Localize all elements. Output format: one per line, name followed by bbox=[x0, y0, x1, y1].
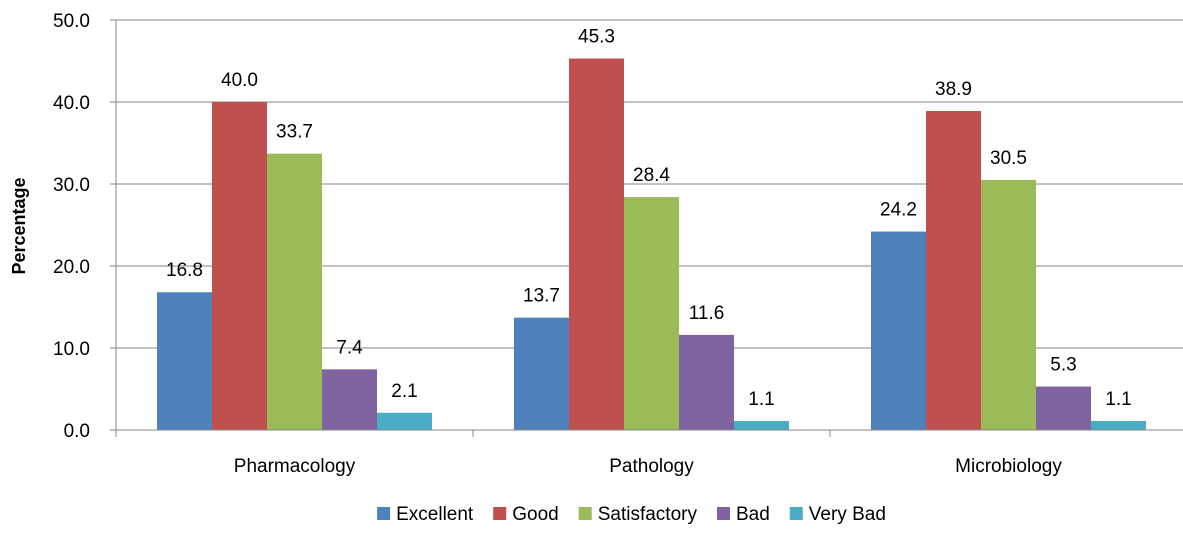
bar-very-bad bbox=[734, 420, 789, 430]
bar-good bbox=[569, 58, 624, 430]
bar-good bbox=[926, 111, 981, 431]
data-label: 11.6 bbox=[689, 303, 725, 324]
bars bbox=[157, 58, 1146, 431]
bar-excellent bbox=[514, 317, 569, 430]
bar-satisfactory bbox=[267, 153, 322, 430]
y-tick-label: 10.0 bbox=[53, 339, 90, 360]
data-label: 33.7 bbox=[276, 122, 313, 143]
data-label: 13.7 bbox=[523, 286, 560, 307]
bar-bad bbox=[1036, 386, 1091, 430]
legend-swatch-excellent bbox=[377, 507, 391, 520]
data-label: 24.2 bbox=[880, 200, 917, 221]
legend-swatch-very-bad bbox=[789, 507, 803, 520]
legend: Excellent Good Satisfactory Bad Very Bad bbox=[377, 504, 886, 525]
bar-satisfactory bbox=[624, 197, 679, 430]
y-tick-label: 50.0 bbox=[53, 11, 90, 32]
bar-good bbox=[212, 102, 267, 430]
data-label: 45.3 bbox=[578, 27, 615, 48]
bar-very-bad bbox=[377, 412, 432, 430]
legend-swatch-bad bbox=[716, 507, 730, 520]
legend-label-good: Good bbox=[512, 504, 558, 525]
y-tick-label: 40.0 bbox=[53, 93, 90, 114]
data-label: 40.0 bbox=[221, 70, 258, 91]
y-axis-ticks: 0.0 10.0 20.0 30.0 40.0 50.0 bbox=[53, 11, 90, 442]
legend-swatch-good bbox=[493, 507, 507, 520]
x-category-label: Pathology bbox=[609, 456, 694, 477]
y-tick-label: 0.0 bbox=[64, 421, 90, 442]
data-label: 5.3 bbox=[1050, 355, 1076, 376]
data-labels: 16.8 40.0 33.7 7.4 2.1 13.7 45.3 28.4 11.6 1.1 24.… bbox=[166, 27, 1132, 410]
bar-excellent bbox=[157, 292, 212, 430]
y-tick-label: 30.0 bbox=[53, 175, 90, 196]
data-label: 38.9 bbox=[935, 79, 972, 100]
y-tick-label: 20.0 bbox=[53, 257, 90, 278]
legend-label-very-bad: Very Bad bbox=[809, 504, 886, 525]
data-label: 30.5 bbox=[990, 148, 1027, 169]
x-category-label: Microbiology bbox=[955, 456, 1062, 477]
y-axis-title: Percentage bbox=[9, 177, 29, 274]
legend-swatch-satisfactory bbox=[578, 507, 592, 520]
axes bbox=[110, 19, 1183, 437]
x-axis-categories: Pharmacology Pathology Microbiology bbox=[234, 456, 1063, 477]
bar-excellent bbox=[871, 231, 926, 430]
bar-bad bbox=[322, 369, 377, 430]
x-category-label: Pharmacology bbox=[234, 456, 356, 477]
data-label: 7.4 bbox=[336, 337, 363, 358]
data-label: 2.1 bbox=[391, 381, 417, 402]
legend-label-bad: Bad bbox=[736, 504, 770, 525]
data-label: 1.1 bbox=[1105, 389, 1131, 410]
data-label: 16.8 bbox=[166, 260, 203, 281]
bar-bad bbox=[679, 334, 734, 430]
bar-satisfactory bbox=[981, 179, 1036, 430]
data-label: 1.1 bbox=[748, 389, 774, 410]
data-label: 28.4 bbox=[633, 165, 670, 186]
legend-label-satisfactory: Satisfactory bbox=[598, 504, 698, 525]
legend-label-excellent: Excellent bbox=[396, 504, 474, 525]
bar-very-bad bbox=[1091, 420, 1146, 430]
